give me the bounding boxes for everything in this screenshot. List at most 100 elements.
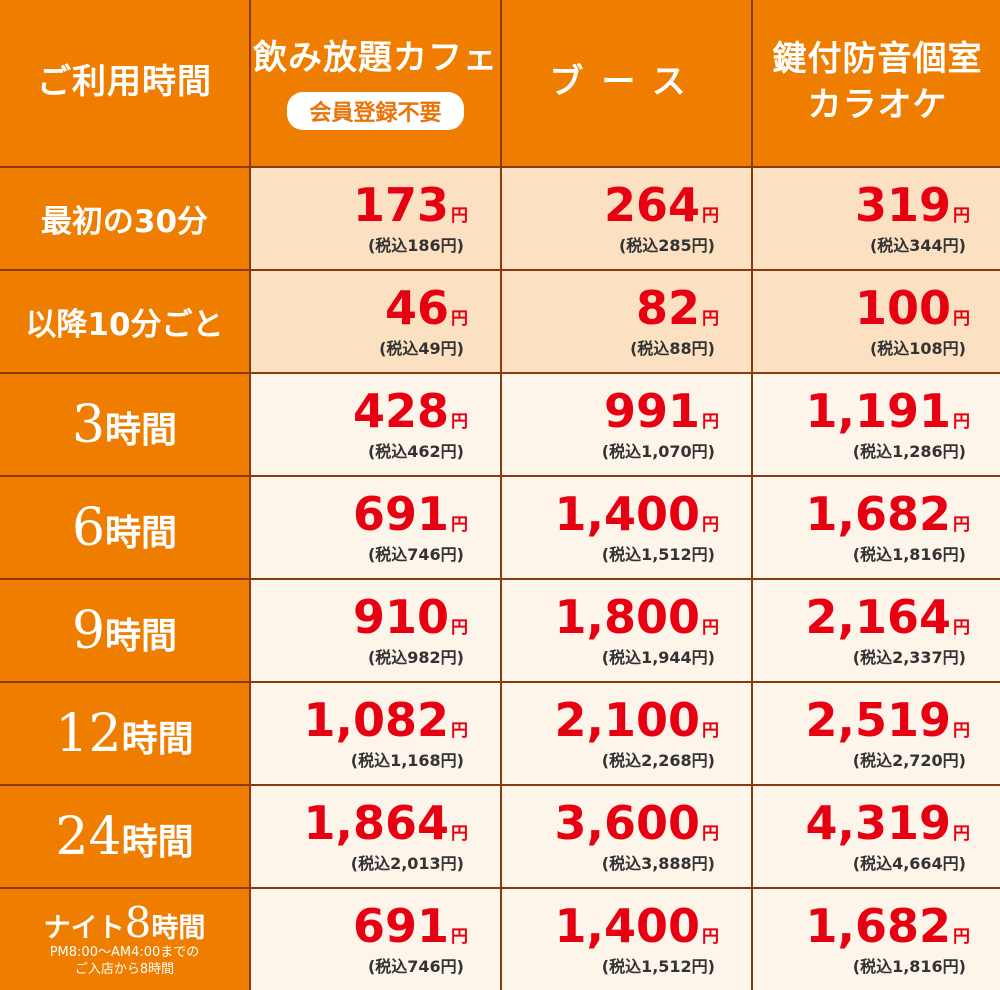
- price-tax: (税込1,286円): [852, 441, 966, 461]
- price-cell: 1,864 円 (税込2,013円): [251, 786, 500, 887]
- row-label-text: 12時間: [55, 703, 194, 764]
- price-tax: (税込344円): [869, 235, 966, 255]
- price-cell: 2,519 円 (税込2,720円): [753, 683, 1000, 784]
- price-tax: (税込1,816円): [852, 956, 966, 976]
- price-main: 3,600 円: [554, 795, 719, 850]
- price-cell: 1,400 円 (税込1,512円): [502, 889, 751, 990]
- header-karaoke-line2: カラオケ: [807, 85, 948, 125]
- price-main: 1,400 円: [554, 486, 719, 541]
- price-cell: 691 円 (税込746円): [251, 889, 500, 990]
- price-main: 910 円: [352, 589, 468, 644]
- header-usage-time: ご利用時間: [0, 0, 249, 166]
- price-main: 1,682 円: [805, 486, 970, 541]
- row-label-6h: 6時間: [0, 477, 249, 578]
- price-cell: 910 円 (税込982円): [251, 580, 500, 681]
- price-tax: (税込1,944円): [601, 647, 715, 667]
- price-cell: 46 円 (税込49円): [251, 271, 500, 372]
- price-main: 2,100 円: [554, 692, 719, 747]
- night-note-line2: ご入店から8時間: [74, 961, 175, 977]
- no-membership-badge: 会員登録不要: [287, 91, 464, 130]
- price-tax: (税込1,816円): [852, 544, 966, 564]
- price-tax: (税込462円): [367, 441, 464, 461]
- price-main: 100 円: [854, 280, 970, 335]
- row-label-text: 9時間: [71, 600, 178, 661]
- price-tax: (税込746円): [367, 544, 464, 564]
- price-cell: 173 円 (税込186円): [251, 168, 500, 269]
- price-tax: (税込186円): [367, 235, 464, 255]
- price-main: 1,191 円: [805, 383, 970, 438]
- price-tax: (税込88円): [630, 338, 715, 358]
- price-tax: (税込3,888円): [601, 853, 715, 873]
- price-tax: (税込108円): [869, 338, 966, 358]
- row-label-text: 6時間: [71, 497, 178, 558]
- price-main: 1,864 円: [303, 795, 468, 850]
- price-tax: (税込285円): [618, 235, 715, 255]
- price-cell: 1,800 円 (税込1,944円): [502, 580, 751, 681]
- price-tax: (税込2,013円): [350, 853, 464, 873]
- price-main: 1,682 円: [805, 898, 970, 953]
- price-cell: 1,191 円 (税込1,286円): [753, 374, 1000, 475]
- price-cell: 319 円 (税込344円): [753, 168, 1000, 269]
- price-main: 46 円: [384, 280, 468, 335]
- price-main: 991 円: [603, 383, 719, 438]
- price-tax: (税込2,720円): [852, 750, 966, 770]
- row-label-text: ナイト8時間: [43, 897, 206, 947]
- price-cell: 2,164 円 (税込2,337円): [753, 580, 1000, 681]
- price-tax: (税込2,337円): [852, 647, 966, 667]
- price-cell: 1,400 円 (税込1,512円): [502, 477, 751, 578]
- price-main: 1,800 円: [554, 589, 719, 644]
- price-main: 2,164 円: [805, 589, 970, 644]
- price-main: 428 円: [352, 383, 468, 438]
- price-tax: (税込1,512円): [601, 544, 715, 564]
- price-tax: (税込2,268円): [601, 750, 715, 770]
- header-free-drink-cafe: 飲み放題カフェ 会員登録不要: [251, 0, 500, 166]
- price-cell: 428 円 (税込462円): [251, 374, 500, 475]
- row-label-text: 最初の30分: [40, 204, 209, 240]
- row-label-per-10min: 以降10分ごと: [0, 271, 249, 372]
- row-label-9h: 9時間: [0, 580, 249, 681]
- price-cell: 691 円 (税込746円): [251, 477, 500, 578]
- price-main: 173 円: [352, 177, 468, 232]
- price-cell: 4,319 円 (税込4,664円): [753, 786, 1000, 887]
- price-tax: (税込1,070円): [601, 441, 715, 461]
- price-cell: 1,682 円 (税込1,816円): [753, 889, 1000, 990]
- price-main: 691 円: [352, 486, 468, 541]
- price-main: 2,519 円: [805, 692, 970, 747]
- night-note-line1: PM8:00～AM4:00までの: [49, 944, 200, 960]
- price-tax: (税込746円): [367, 956, 464, 976]
- price-cell: 1,682 円 (税込1,816円): [753, 477, 1000, 578]
- price-tax: (税込1,512円): [601, 956, 715, 976]
- row-label-3h: 3時間: [0, 374, 249, 475]
- header-free-drink-cafe-label: 飲み放題カフェ: [253, 38, 498, 79]
- row-label-text: 以降10分ごと: [25, 307, 224, 343]
- price-tax: (税込4,664円): [852, 853, 966, 873]
- row-label-night-8h: ナイト8時間 PM8:00～AM4:00までの ご入店から8時間: [0, 889, 249, 990]
- price-cell: 2,100 円 (税込2,268円): [502, 683, 751, 784]
- row-label-text: 3時間: [71, 394, 178, 455]
- price-tax: (税込1,168円): [350, 750, 464, 770]
- price-cell: 82 円 (税込88円): [502, 271, 751, 372]
- price-cell: 3,600 円 (税込3,888円): [502, 786, 751, 887]
- header-karaoke-room: 鍵付防音個室 カラオケ: [753, 0, 1000, 166]
- header-karaoke-line1: 鍵付防音個室: [772, 39, 983, 80]
- price-main: 82 円: [635, 280, 719, 335]
- price-main: 1,400 円: [554, 898, 719, 953]
- row-label-12h: 12時間: [0, 683, 249, 784]
- price-cell: 100 円 (税込108円): [753, 271, 1000, 372]
- header-booth-label: ブース: [549, 62, 704, 103]
- header-usage-time-label: ご利用時間: [37, 62, 212, 103]
- price-tax: (税込49円): [379, 338, 464, 358]
- price-cell: 991 円 (税込1,070円): [502, 374, 751, 475]
- price-main: 1,082 円: [303, 692, 468, 747]
- price-tax: (税込982円): [367, 647, 464, 667]
- price-main: 691 円: [352, 898, 468, 953]
- row-label-24h: 24時間: [0, 786, 249, 887]
- price-main: 4,319 円: [805, 795, 970, 850]
- row-label-text: 24時間: [55, 806, 194, 867]
- price-main: 319 円: [854, 177, 970, 232]
- price-cell: 264 円 (税込285円): [502, 168, 751, 269]
- row-label-first-30min: 最初の30分: [0, 168, 249, 269]
- header-booth: ブース: [502, 0, 751, 166]
- price-main: 264 円: [603, 177, 719, 232]
